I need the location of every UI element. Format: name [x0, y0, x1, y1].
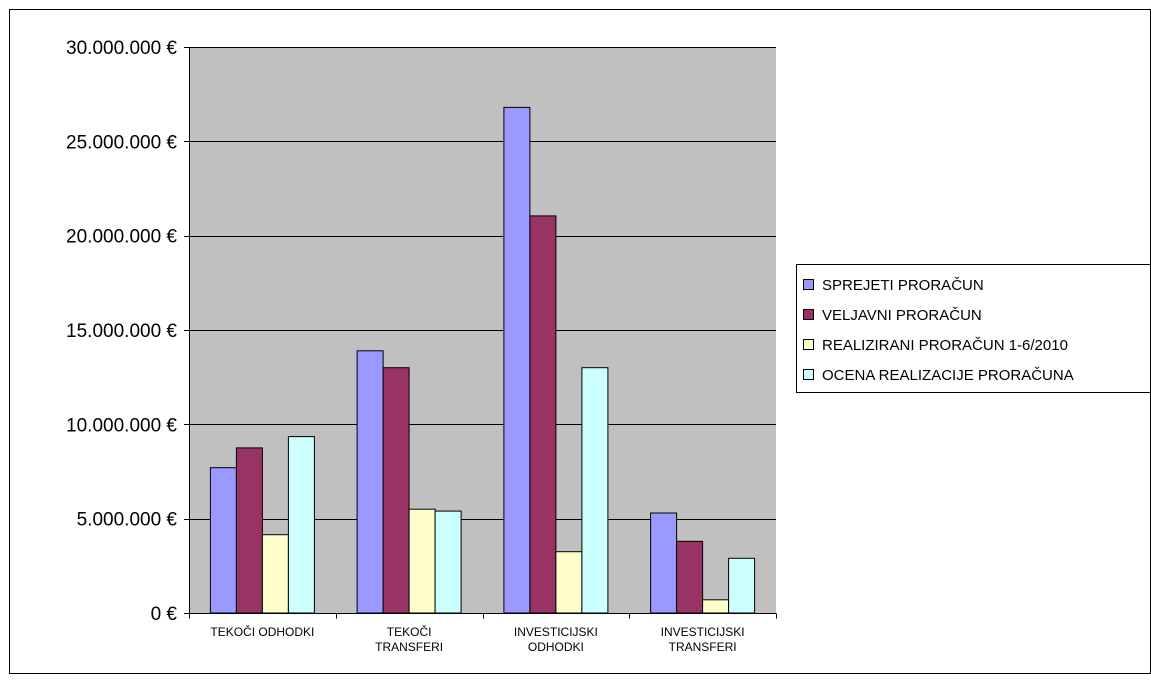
y-tick-label: 25.000.000 €: [66, 132, 177, 153]
x-tick-label: TRANSFERI: [669, 640, 737, 654]
x-tick-label: INVESTICIJSKI: [514, 625, 598, 639]
legend-label-series1: SPREJETI PRORAČUN: [822, 277, 984, 294]
bar-series2-cat2: [382, 367, 410, 614]
legend-swatch-series1: [803, 279, 814, 290]
legend-swatch-series3: [803, 339, 814, 350]
bar-series4-cat4: [728, 557, 756, 614]
bars: [209, 106, 756, 614]
legend-box: [796, 264, 1151, 393]
bar-series2-cat3: [529, 215, 557, 614]
x-tick-label: ODHODKI: [528, 640, 584, 654]
bar-series3-cat2: [408, 508, 436, 614]
x-tick-label: TEKOČI ODHODKI: [210, 624, 314, 639]
bar-series1-cat2: [356, 350, 384, 614]
y-tick-label: 10.000.000 €: [66, 415, 177, 436]
legend-swatch-series4: [803, 369, 814, 380]
x-tick-label: INVESTICIJSKI: [661, 625, 745, 639]
bar-series4-cat3: [581, 367, 609, 614]
legend: SPREJETI PRORAČUN VELJAVNI PRORAČUN REALIZ…: [796, 264, 1151, 393]
y-tick-label: 30.000.000 €: [66, 38, 177, 59]
legend-swatch-series2: [803, 309, 814, 320]
bar-series3-cat4: [702, 599, 730, 614]
gridlines: [189, 47, 776, 520]
axes: [184, 47, 777, 619]
y-axis-ticks: 0 € 5.000.000 € 10.000.000 € 15.000.000 € 20…: [66, 38, 177, 625]
y-tick-label: 15.000.000 €: [66, 321, 177, 342]
bar-series2-cat4: [676, 540, 704, 614]
bar-series2-cat1: [235, 447, 263, 614]
bar-series1-cat1: [209, 467, 237, 614]
x-tick-label: TEKOČI: [387, 624, 432, 639]
y-tick-label: 0 €: [151, 604, 178, 625]
legend-label-series3: REALIZIRANI PRORAČUN 1-6/2010: [822, 337, 1068, 354]
bar-series1-cat3: [503, 106, 531, 614]
bar-series3-cat3: [555, 551, 583, 614]
y-tick-label: 20.000.000 €: [66, 227, 177, 248]
bar-series3-cat1: [261, 534, 289, 614]
bar-series4-cat1: [287, 436, 315, 614]
y-tick-label: 5.000.000 €: [77, 510, 178, 531]
legend-label-series4: OCENA REALIZACIJE PRORAČUNA: [822, 367, 1074, 384]
bar-series1-cat4: [650, 512, 678, 614]
x-axis-ticks: TEKOČI ODHODKI TEKOČITRANSFERIINVESTICIJS…: [210, 624, 744, 654]
legend-label-series2: VELJAVNI PRORAČUN: [822, 307, 982, 324]
bar-series4-cat2: [434, 510, 462, 614]
x-tick-label: TRANSFERI: [375, 640, 443, 654]
